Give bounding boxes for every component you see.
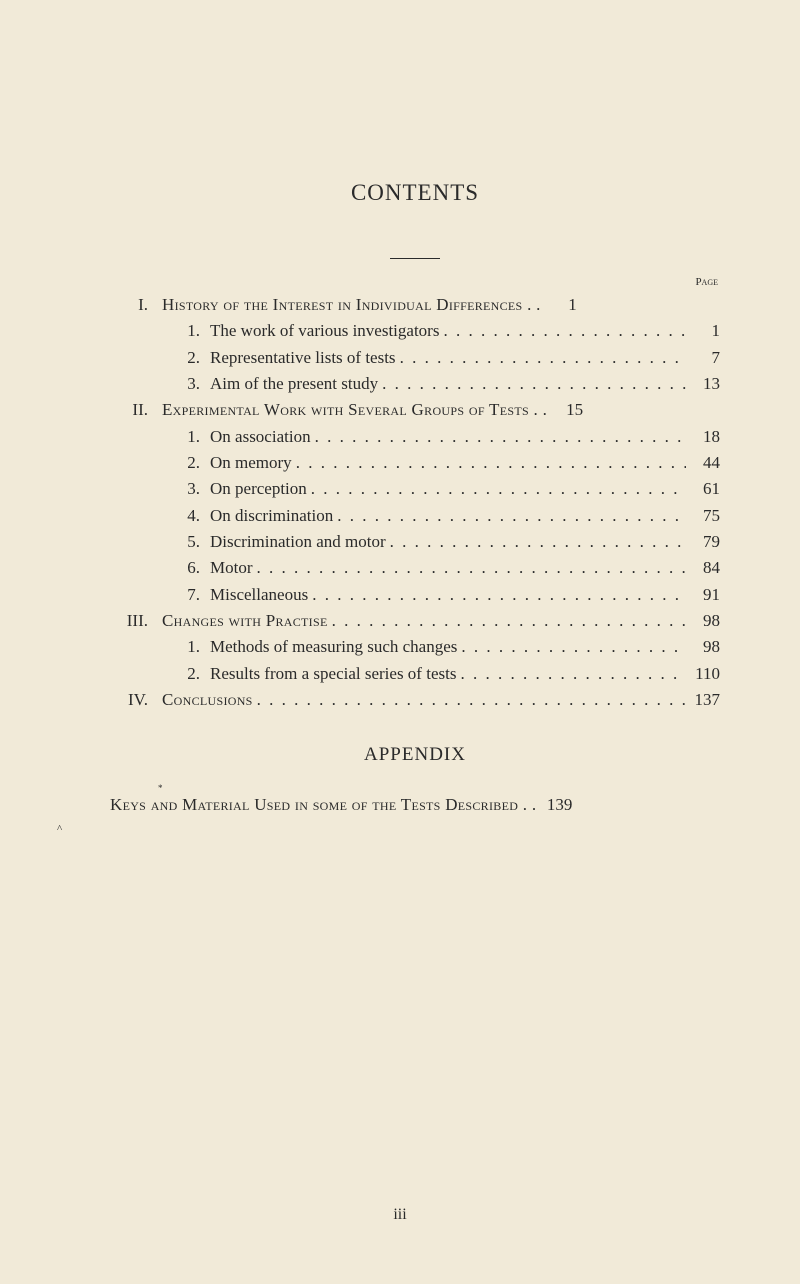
subsection-text: On memory: [210, 450, 292, 476]
subsection-line: 5. Discrimination and motor. . . . . . . …: [110, 529, 720, 555]
section-page: 15: [553, 397, 583, 423]
subsection-text: On association: [210, 424, 311, 450]
contents-title: CONTENTS: [110, 180, 720, 206]
subsection-line: 4. On discrimination. . . . . . . . . . .…: [110, 503, 720, 529]
section-page: 1: [547, 292, 577, 318]
section-title: History of the Interest in Individual Di…: [162, 292, 541, 318]
subsection-number: 4.: [148, 503, 200, 529]
appendix-text: Keys and Material Used in some of the Te…: [110, 792, 536, 818]
subsection-line: 6. Motor. . . . . . . . . . . . . . . . .…: [110, 555, 720, 581]
subsection-number: 5.: [148, 529, 200, 555]
leader-dots: . . . . . . . . . . . . . . . . . . . . …: [337, 503, 686, 529]
section-page: 137: [690, 687, 720, 713]
subsection-text: Results from a special series of tests: [210, 661, 456, 687]
subsection-page: 75: [690, 503, 720, 529]
subsection-page: 44: [690, 450, 720, 476]
subsection-text: Motor: [210, 555, 253, 581]
subsection-page: 7: [690, 345, 720, 371]
subsection-text: Discrimination and motor: [210, 529, 386, 555]
subsection-line: 1. The work of various investigators. . .…: [110, 318, 720, 344]
section-title: Conclusions: [162, 687, 253, 713]
subsection-text: Miscellaneous: [210, 582, 308, 608]
footer-page-number: iii: [0, 1206, 800, 1224]
subsection-line: 1. On association. . . . . . . . . . . . …: [110, 424, 720, 450]
leader-dots: . . . . . . . . . . . . . . . . . . . . …: [257, 555, 687, 581]
section-line: I. History of the Interest in Individual …: [110, 292, 720, 318]
leader-dots: . . . . . . . . . . . . . . . . . . . . …: [460, 661, 686, 687]
section-line: II. Experimental Work with Several Groups…: [110, 397, 720, 423]
section-roman: IV.: [110, 687, 148, 713]
leader-dots: . . . . . . . . . . . . . . . . . . . . …: [382, 371, 686, 397]
subsection-page: 79: [690, 529, 720, 555]
appendix-page: 139: [542, 792, 572, 818]
leader-dots: . . . . . . . . . . . . . . . . . . . . …: [400, 345, 686, 371]
subsection-number: 6.: [148, 555, 200, 581]
subsection-number: 2.: [148, 450, 200, 476]
subsection-text: On discrimination: [210, 503, 333, 529]
subsection-number: 1.: [148, 634, 200, 660]
subsection-page: 84: [690, 555, 720, 581]
subsection-line: 2. On memory. . . . . . . . . . . . . . .…: [110, 450, 720, 476]
subsection-page: 1: [690, 318, 720, 344]
small-marker: *: [158, 784, 720, 792]
subsection-page: 61: [690, 476, 720, 502]
subsection-text: Methods of measuring such changes: [210, 634, 457, 660]
subsection-text: On perception: [210, 476, 307, 502]
subsection-page: 110: [690, 661, 720, 687]
subsection-line: 1. Methods of measuring such changes. . .…: [110, 634, 720, 660]
subsection-number: 1.: [148, 424, 200, 450]
section-title: Experimental Work with Several Groups of…: [162, 397, 547, 423]
section-title: Changes with Practise: [162, 608, 328, 634]
title-divider: [110, 246, 720, 264]
section-roman: II.: [110, 397, 148, 423]
subsection-line: 7. Miscellaneous. . . . . . . . . . . . .…: [110, 582, 720, 608]
section-line: IV. Conclusions. . . . . . . . . . . . . …: [110, 687, 720, 713]
subsection-number: 2.: [148, 345, 200, 371]
leader-dots: . . . . . . . . . . . . . . . . . . . . …: [443, 318, 686, 344]
subsection-line: 3. Aim of the present study. . . . . . . …: [110, 371, 720, 397]
leader-dots: . . . . . . . . . . . . . . . . . . . . …: [311, 476, 686, 502]
subsection-number: 3.: [148, 371, 200, 397]
subsection-text: Aim of the present study: [210, 371, 378, 397]
margin-caret: ^: [57, 823, 62, 835]
leader-dots: . . . . . . . . . . . . . . . . . . . . …: [332, 608, 686, 634]
subsection-line: 3. On perception. . . . . . . . . . . . .…: [110, 476, 720, 502]
subsection-page: 18: [690, 424, 720, 450]
leader-dots: . . . . . . . . . . . . . . . . . . . . …: [312, 582, 686, 608]
subsection-text: Representative lists of tests: [210, 345, 396, 371]
appendix-entry: Keys and Material Used in some of the Te…: [110, 792, 720, 818]
subsection-number: 1.: [148, 318, 200, 344]
subsection-text: The work of various investigators: [210, 318, 439, 344]
section-page: 98: [690, 608, 720, 634]
subsection-page: 98: [690, 634, 720, 660]
section-line: III. Changes with Practise. . . . . . . .…: [110, 608, 720, 634]
leader-dots: . . . . . . . . . . . . . . . . . . . . …: [296, 450, 686, 476]
subsection-number: 7.: [148, 582, 200, 608]
subsection-number: 2.: [148, 661, 200, 687]
section-roman: I.: [110, 292, 148, 318]
leader-dots: . . . . . . . . . . . . . . . . . . . . …: [390, 529, 686, 555]
page-column-header: Page: [110, 276, 720, 288]
leader-dots: . . . . . . . . . . . . . . . . . . . . …: [315, 424, 686, 450]
leader-dots: . . . . . . . . . . . . . . . . . . . . …: [257, 687, 686, 713]
subsection-page: 91: [690, 582, 720, 608]
page-content: CONTENTS Page I. History of the Interest …: [0, 0, 800, 878]
table-of-contents: I. History of the Interest in Individual …: [110, 292, 720, 714]
subsection-page: 13: [690, 371, 720, 397]
appendix-title: APPENDIX: [110, 744, 720, 766]
subsection-line: 2. Representative lists of tests. . . . .…: [110, 345, 720, 371]
section-roman: III.: [110, 608, 148, 634]
subsection-line: 2. Results from a special series of tests…: [110, 661, 720, 687]
leader-dots: . . . . . . . . . . . . . . . . . . . . …: [461, 634, 686, 660]
subsection-number: 3.: [148, 476, 200, 502]
